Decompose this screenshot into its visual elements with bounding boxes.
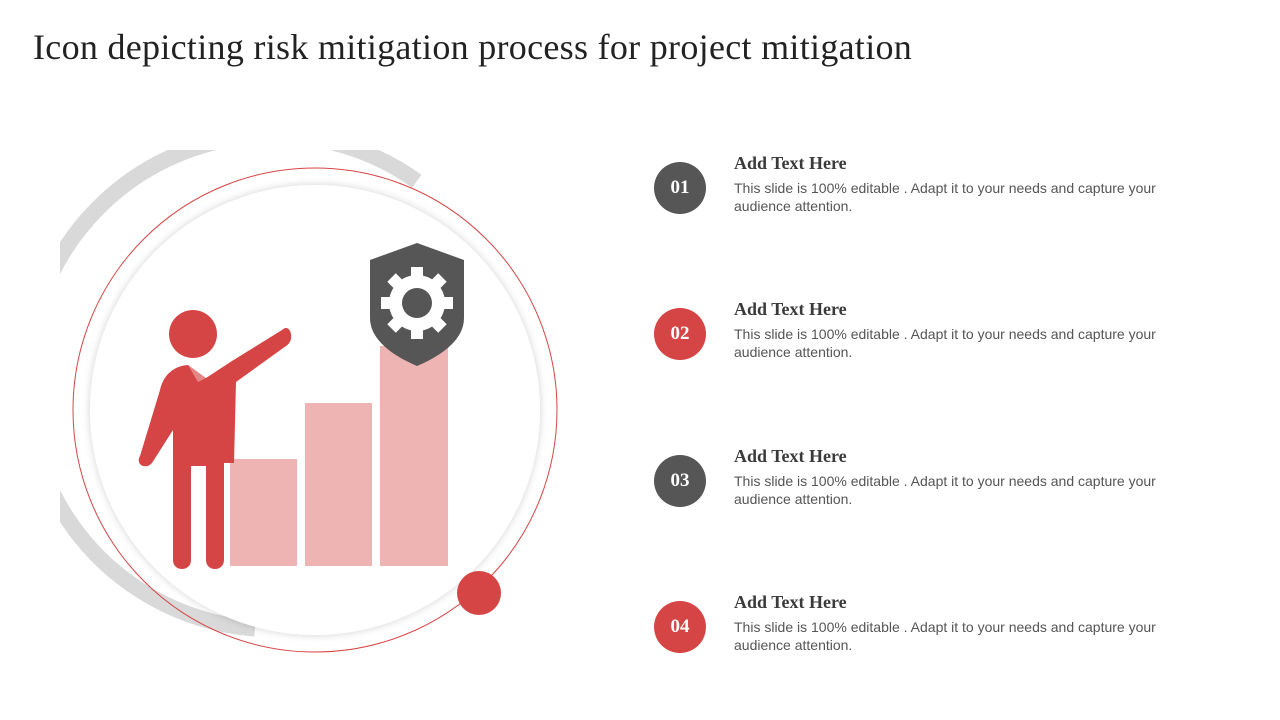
step-number-badge: 04 xyxy=(654,601,706,653)
step-heading: Add Text Here xyxy=(734,299,847,319)
step-number-badge: 01 xyxy=(654,162,706,214)
step-heading: Add Text Here xyxy=(734,446,847,466)
bar-tall xyxy=(380,346,448,566)
shield-gear-icon xyxy=(370,243,464,366)
step-number-badge: 03 xyxy=(654,455,706,507)
person-head xyxy=(169,310,217,358)
step-item-2: 02 Add Text Here This slide is 100% edit… xyxy=(654,299,1214,385)
bar-short xyxy=(230,459,297,566)
red-outline-ring xyxy=(72,167,558,653)
person-body xyxy=(138,327,292,569)
person-collar xyxy=(188,365,206,382)
step-description: This slide is 100% editable . Adapt it t… xyxy=(734,473,1156,507)
step-description: This slide is 100% editable . Adapt it t… xyxy=(734,326,1156,360)
step-description: This slide is 100% editable . Adapt it t… xyxy=(734,619,1156,653)
step-heading: Add Text Here xyxy=(734,153,847,173)
step-item-4: 04 Add Text Here This slide is 100% edit… xyxy=(654,592,1214,678)
step-item-3: 03 Add Text Here This slide is 100% edit… xyxy=(654,446,1214,532)
step-item-1: 01 Add Text Here This slide is 100% edit… xyxy=(654,153,1214,239)
accent-dot xyxy=(457,571,501,615)
step-heading: Add Text Here xyxy=(734,592,847,612)
step-description: This slide is 100% editable . Adapt it t… xyxy=(734,180,1156,214)
person-pointing-icon xyxy=(138,310,292,569)
bar-chart-icon xyxy=(230,346,448,566)
bar-medium xyxy=(305,403,372,566)
illustration-canvas xyxy=(18,127,558,653)
slide-title: Icon depicting risk mitigation process f… xyxy=(33,27,913,67)
gear-icon xyxy=(381,267,453,339)
risk-mitigation-illustration xyxy=(18,127,580,670)
step-number-badge: 02 xyxy=(654,308,706,360)
